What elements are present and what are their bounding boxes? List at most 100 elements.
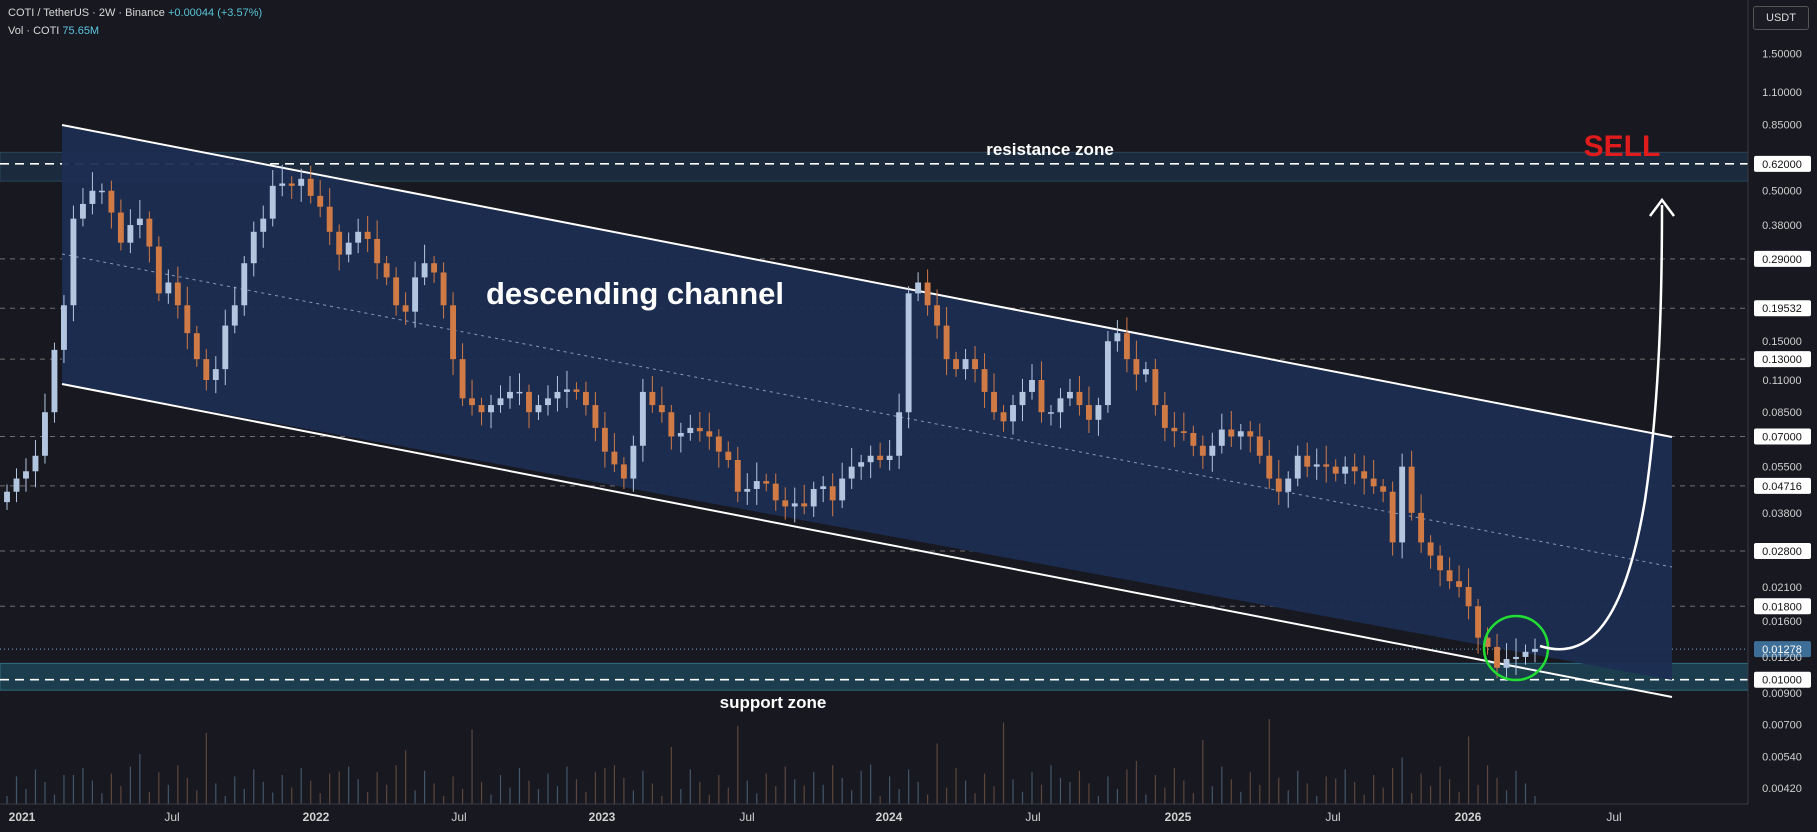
candle[interactable]	[934, 289, 941, 339]
candle[interactable]	[4, 484, 10, 510]
candle[interactable]	[763, 473, 770, 492]
candle[interactable]	[744, 473, 751, 505]
candle[interactable]	[1437, 545, 1444, 587]
candle[interactable]	[582, 381, 589, 416]
candle[interactable]	[488, 394, 494, 429]
candle[interactable]	[972, 346, 978, 383]
currency-button[interactable]: USDT	[1753, 6, 1809, 30]
candle[interactable]	[896, 393, 903, 469]
candle[interactable]	[23, 458, 29, 492]
candle[interactable]	[203, 348, 210, 391]
candle[interactable]	[89, 172, 96, 215]
candle[interactable]	[962, 348, 969, 380]
candle[interactable]	[1389, 481, 1396, 556]
candle[interactable]	[658, 386, 665, 423]
candle[interactable]	[516, 373, 523, 406]
candle[interactable]	[696, 412, 703, 442]
candle[interactable]	[70, 205, 77, 322]
candle[interactable]	[1446, 557, 1453, 589]
candle[interactable]	[326, 188, 333, 245]
candle[interactable]	[1313, 448, 1320, 480]
candle[interactable]	[1104, 331, 1111, 413]
candle[interactable]	[905, 286, 912, 429]
candle[interactable]	[943, 307, 950, 376]
candle[interactable]	[1266, 439, 1273, 489]
candle[interactable]	[336, 224, 343, 271]
candle[interactable]	[32, 439, 39, 488]
candle[interactable]	[345, 232, 352, 263]
candle[interactable]	[450, 292, 457, 376]
candle[interactable]	[108, 180, 115, 229]
candle[interactable]	[79, 188, 86, 227]
candle[interactable]	[412, 261, 419, 328]
candle[interactable]	[1522, 644, 1529, 665]
symbol-title[interactable]: COTI / TetherUS · 2W · Binance	[8, 7, 165, 19]
candle[interactable]	[1000, 404, 1007, 432]
candle[interactable]	[1085, 386, 1092, 433]
candle[interactable]	[117, 199, 124, 251]
candles[interactable]	[4, 164, 1538, 681]
candle[interactable]	[545, 385, 551, 416]
candle[interactable]	[991, 373, 997, 420]
candle[interactable]	[1418, 494, 1425, 553]
candle[interactable]	[1256, 423, 1263, 464]
candle[interactable]	[1285, 471, 1292, 508]
candle[interactable]	[374, 220, 381, 280]
candle[interactable]	[1057, 388, 1064, 429]
candle[interactable]	[915, 272, 922, 302]
candle[interactable]	[1237, 423, 1244, 450]
candle[interactable]	[1427, 535, 1434, 569]
candle[interactable]	[127, 209, 134, 254]
candle[interactable]	[1503, 643, 1510, 681]
candle[interactable]	[1361, 455, 1368, 495]
candle[interactable]	[1304, 442, 1311, 478]
candle[interactable]	[1323, 445, 1330, 483]
candle[interactable]	[687, 414, 694, 441]
candle[interactable]	[1513, 638, 1519, 676]
candle[interactable]	[174, 266, 181, 319]
candle[interactable]	[1171, 412, 1178, 448]
candle[interactable]	[1532, 638, 1538, 663]
candle[interactable]	[155, 236, 162, 302]
candle[interactable]	[317, 180, 324, 218]
candle[interactable]	[136, 200, 143, 239]
candle[interactable]	[431, 255, 438, 283]
candle[interactable]	[98, 183, 105, 204]
candle[interactable]	[383, 255, 390, 286]
candle[interactable]	[1038, 361, 1045, 423]
candle[interactable]	[639, 378, 646, 462]
candle[interactable]	[1342, 456, 1349, 485]
candle[interactable]	[1199, 435, 1206, 469]
candle[interactable]	[507, 376, 513, 409]
candle[interactable]	[212, 356, 219, 394]
candle[interactable]	[1019, 378, 1026, 422]
candle[interactable]	[1142, 361, 1149, 383]
candle[interactable]	[469, 379, 475, 416]
candle[interactable]	[279, 164, 286, 197]
candle[interactable]	[402, 292, 409, 325]
candle[interactable]	[298, 168, 305, 202]
candle[interactable]	[307, 165, 314, 204]
candle[interactable]	[61, 295, 67, 364]
candle[interactable]	[459, 343, 466, 407]
candle[interactable]	[725, 441, 732, 468]
candle[interactable]	[497, 385, 504, 413]
candle[interactable]	[1209, 432, 1216, 472]
candle[interactable]	[820, 476, 827, 503]
candle[interactable]	[440, 262, 447, 319]
candle[interactable]	[526, 384, 532, 429]
candle[interactable]	[1095, 397, 1102, 436]
candle[interactable]	[1380, 479, 1387, 503]
time-axis[interactable]: 2021 Jul 2022 Jul 2023 Jul 2024 Jul 2025 Jul 2026 J…	[0, 803, 1748, 824]
candle[interactable]	[184, 286, 191, 350]
candle[interactable]	[620, 457, 627, 489]
candle[interactable]	[782, 487, 789, 520]
candle[interactable]	[1351, 453, 1358, 485]
candle[interactable]	[924, 269, 931, 316]
candle[interactable]	[564, 370, 570, 408]
candle[interactable]	[772, 473, 779, 511]
candle[interactable]	[1294, 445, 1301, 487]
candle[interactable]	[1133, 340, 1140, 391]
candle[interactable]	[42, 393, 48, 464]
